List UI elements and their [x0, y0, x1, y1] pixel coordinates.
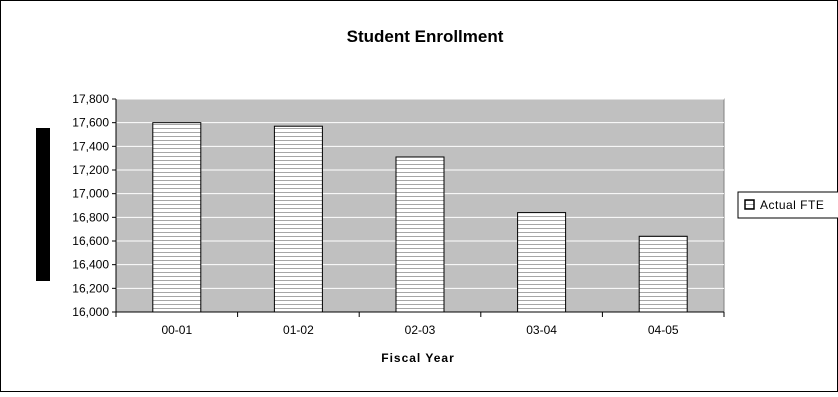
- y-tick-label: 17,000: [72, 187, 109, 201]
- legend: Actual FTE: [737, 191, 838, 219]
- bars: [152, 122, 688, 313]
- y-tick-label: 17,800: [72, 92, 109, 106]
- bar-02-03: [395, 156, 445, 313]
- bar-00-01: [152, 122, 202, 313]
- y-tick-label: 16,800: [72, 210, 109, 224]
- y-tick-label: 16,400: [72, 258, 109, 272]
- legend-label: Actual FTE: [760, 198, 824, 212]
- x-axis-ticks: 00-01 01-02 02-03 03-04 04-05: [115, 312, 725, 337]
- left-black-bar: [36, 128, 50, 281]
- chart-title: Student Enrollment: [347, 27, 504, 46]
- y-tick-label: 17,400: [72, 139, 109, 153]
- legend-swatch: [744, 199, 755, 210]
- bar-01-02: [273, 125, 323, 313]
- y-tick-label: 17,600: [72, 116, 109, 130]
- bar-03-04: [517, 212, 567, 313]
- x-tick-label: 01-02: [283, 323, 314, 337]
- x-tick-label: 04-05: [648, 323, 679, 337]
- y-tick-label: 16,200: [72, 281, 109, 295]
- y-axis-ticks: 16,000 16,200 16,400 16,600 16,800 17,000 17,2…: [72, 92, 116, 319]
- x-tick-label: 00-01: [161, 323, 192, 337]
- y-tick-label: 16,600: [72, 234, 109, 248]
- x-tick-label: 02-03: [405, 323, 436, 337]
- bar-04-05: [638, 235, 688, 313]
- y-tick-label: 16,000: [72, 305, 109, 319]
- x-tick-label: 03-04: [526, 323, 557, 337]
- x-axis-label: Fiscal Year: [381, 351, 455, 365]
- y-tick-label: 17,200: [72, 163, 109, 177]
